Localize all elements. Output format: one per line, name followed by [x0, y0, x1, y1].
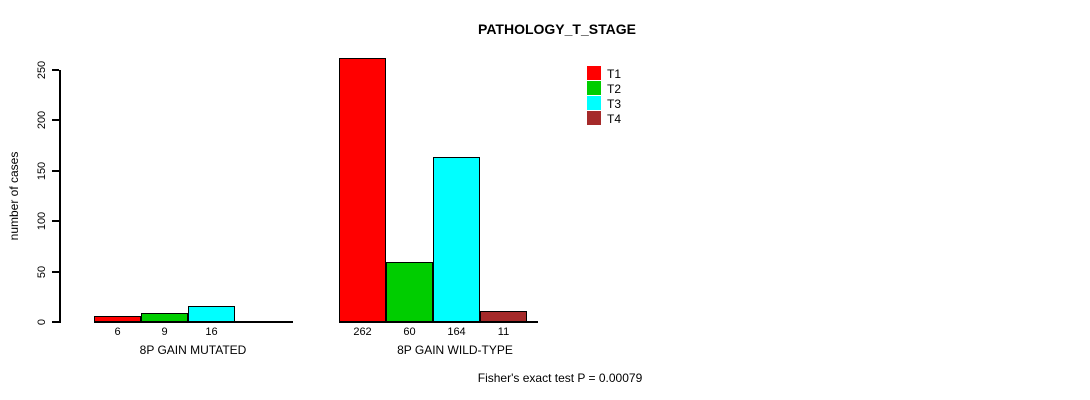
y-tick-label: 100 — [36, 211, 48, 231]
bar-t2-group1 — [141, 313, 188, 322]
bar-t4-group2 — [480, 311, 527, 322]
bar-value-label: 262 — [353, 326, 372, 338]
bar-value-label: 164 — [447, 326, 466, 338]
y-tick-mark — [52, 170, 59, 172]
legend-swatch-t3 — [587, 96, 601, 110]
y-axis-line — [59, 70, 61, 323]
bar-value-label: 16 — [205, 326, 218, 338]
legend-label-t2: T2 — [607, 82, 622, 96]
bar-value-label: 6 — [114, 326, 121, 338]
legend-swatch-t1 — [587, 66, 601, 80]
bar-value-label: 60 — [403, 326, 416, 338]
bar-t3-group1 — [188, 306, 235, 322]
bar-t2-group2 — [386, 262, 433, 322]
y-axis-label: number of cases — [7, 151, 21, 241]
bar-t1-group2 — [339, 58, 386, 322]
bar-t3-group2 — [433, 157, 480, 322]
y-tick-mark — [52, 69, 59, 71]
legend-label-t3: T3 — [607, 97, 622, 111]
legend-swatch-t2 — [587, 81, 601, 95]
y-tick-label: 200 — [36, 110, 48, 130]
y-tick-mark — [52, 119, 59, 121]
y-tick-label: 0 — [36, 318, 48, 326]
legend-swatch-t4 — [587, 111, 601, 125]
x-axis-baseline — [94, 321, 293, 323]
y-tick-mark — [52, 220, 59, 222]
x-category-label: 8P GAIN WILD-TYPE — [397, 343, 513, 357]
bar-t1-group1 — [94, 316, 141, 322]
y-tick-mark — [52, 321, 59, 323]
chart-title: PATHOLOGY_T_STAGE — [478, 21, 636, 37]
legend-label-t4: T4 — [607, 112, 622, 126]
x-category-label: 8P GAIN MUTATED — [139, 343, 247, 357]
bar-value-label: 9 — [161, 326, 168, 338]
bar-value-label: 11 — [497, 326, 510, 338]
y-tick-label: 50 — [36, 265, 48, 279]
legend-label-t1: T1 — [607, 67, 622, 81]
fisher-test-annotation: Fisher's exact test P = 0.00079 — [477, 371, 643, 385]
y-tick-label: 150 — [36, 161, 48, 181]
y-tick-mark — [52, 271, 59, 273]
y-tick-label: 250 — [36, 60, 48, 80]
x-axis-baseline — [339, 321, 538, 323]
